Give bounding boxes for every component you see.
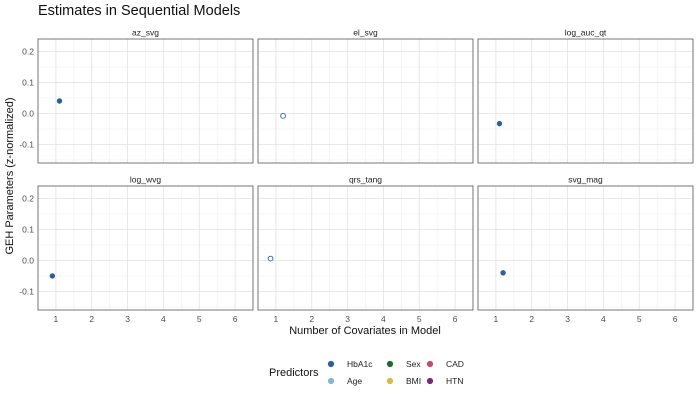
x-axis-title: Number of Covariates in Model	[289, 325, 441, 337]
legend-label: Age	[347, 376, 362, 386]
x-tick-label: 2	[89, 314, 94, 324]
panel-log_auc_qt: log_auc_qt	[477, 26, 694, 164]
legend-item-htn: HTN	[426, 376, 463, 386]
panel-border	[257, 185, 474, 311]
panel-border	[477, 185, 694, 311]
x-tick-label: 4	[601, 314, 606, 324]
strip-background	[478, 26, 693, 39]
legend-item-cad: CAD	[426, 359, 464, 369]
x-tick-label: 1	[54, 314, 59, 324]
panel-el_svg: el_svg	[257, 26, 474, 164]
x-tick-label: 1	[494, 314, 499, 324]
legend-item-age: Age	[327, 376, 362, 386]
x-tick-label: 5	[417, 314, 422, 324]
x-tick-label: 3	[125, 314, 130, 324]
data-point	[56, 98, 63, 104]
legend-label: HTN	[446, 376, 463, 386]
y-tick-label: 0.2	[22, 46, 34, 56]
y-tick-label: 0.1	[22, 77, 34, 87]
strip-label: az_svg	[132, 28, 159, 38]
chart-title: Estimates in Sequential Models	[38, 3, 240, 19]
panel-qrs_tang: qrs_tang 1 2 3 4 5 6	[257, 173, 474, 324]
strip-background	[38, 26, 253, 39]
legend-label: CAD	[446, 359, 464, 369]
legend-label: BMI	[406, 376, 421, 386]
panel-border	[37, 38, 254, 164]
x-tick-label: 6	[233, 314, 238, 324]
strip-background	[258, 173, 473, 186]
x-tick-label: 2	[309, 314, 314, 324]
x-tick-label: 1	[274, 314, 279, 324]
panel-log_wvg: log_wvg -0.1 0.0 0.1 0.2 1 2 3 4 5 6	[19, 173, 254, 324]
panel-az_svg: az_svg -0.1 0.0 0.1 0.2	[19, 26, 254, 164]
y-tick-label: 0.1	[22, 224, 34, 234]
legend-key	[426, 360, 434, 368]
panel-svg_mag: svg_mag 1 2 3 4 5 6	[477, 173, 694, 324]
legend-key	[327, 377, 335, 385]
legend-key	[327, 360, 335, 368]
panel-border	[37, 185, 254, 311]
data-point	[280, 113, 286, 119]
x-tick-label: 3	[565, 314, 570, 324]
strip-label: log_wvg	[130, 175, 161, 185]
strip-background	[258, 26, 473, 39]
x-tick-label: 4	[161, 314, 166, 324]
y-axis-title: GEH Parameters (z-normalized)	[4, 97, 16, 254]
x-tick-label: 2	[529, 314, 534, 324]
legend-item-bmi: BMI	[386, 376, 421, 386]
panels-group: az_svg -0.1 0.0 0.1 0.2 el_svg log_auc_qt log_w…	[19, 26, 694, 324]
x-tick-label: 6	[673, 314, 678, 324]
panel-border	[477, 38, 694, 164]
y-tick-label: 0.0	[22, 255, 34, 265]
legend-key	[426, 377, 434, 385]
strip-background	[38, 173, 253, 186]
data-point	[267, 255, 274, 262]
legend-label: Sex	[406, 359, 421, 369]
strip-label: svg_mag	[568, 175, 603, 185]
legend-key	[386, 377, 394, 385]
strip-background	[478, 173, 693, 186]
x-tick-label: 4	[381, 314, 386, 324]
legend-item-hba1c: HbA1c	[327, 359, 373, 369]
x-tick-label: 6	[453, 314, 458, 324]
legend-label: HbA1c	[347, 359, 373, 369]
data-point	[500, 270, 506, 276]
y-tick-label: 0.0	[22, 108, 34, 118]
legend-title: Predictors	[269, 367, 319, 379]
y-tick-label: -0.1	[19, 139, 34, 149]
strip-label: qrs_tang	[349, 175, 382, 185]
legend-item-sex: Sex	[386, 359, 421, 369]
legend-key	[386, 360, 394, 368]
x-tick-label: 3	[345, 314, 350, 324]
legend: Predictors HbA1c Age Sex BMI CAD HTN	[269, 359, 464, 386]
y-tick-label: -0.1	[19, 286, 34, 296]
y-tick-label: 0.2	[22, 193, 34, 203]
x-tick-label: 5	[637, 314, 642, 324]
strip-label: el_svg	[353, 28, 378, 38]
panel-border	[257, 38, 474, 164]
strip-label: log_auc_qt	[565, 28, 607, 38]
data-point	[496, 120, 503, 127]
x-tick-label: 5	[197, 314, 202, 324]
data-point	[49, 273, 56, 279]
